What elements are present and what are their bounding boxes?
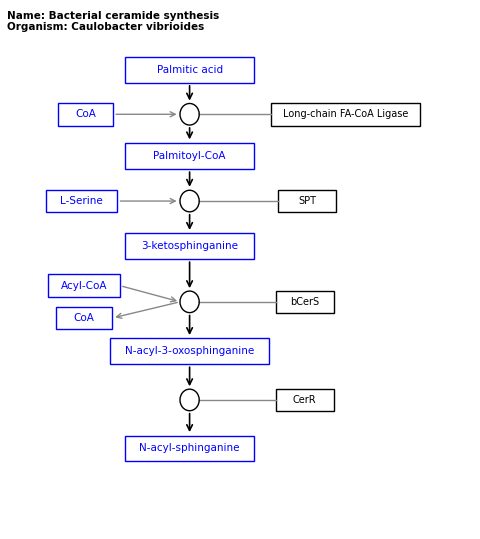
Text: N-acyl-3-oxosphinganine: N-acyl-3-oxosphinganine <box>125 347 254 356</box>
FancyBboxPatch shape <box>57 307 111 329</box>
FancyBboxPatch shape <box>110 338 269 364</box>
FancyBboxPatch shape <box>278 190 336 212</box>
FancyBboxPatch shape <box>48 274 120 297</box>
Text: Name: Bacterial ceramide synthesis: Name: Bacterial ceramide synthesis <box>7 11 219 21</box>
Text: Acyl-CoA: Acyl-CoA <box>61 281 107 291</box>
FancyBboxPatch shape <box>58 103 113 126</box>
FancyBboxPatch shape <box>125 57 254 83</box>
Text: 3-ketosphinganine: 3-ketosphinganine <box>141 241 238 251</box>
Text: CerR: CerR <box>293 395 317 405</box>
Text: SPT: SPT <box>298 196 316 206</box>
Text: Long-chain FA-CoA Ligase: Long-chain FA-CoA Ligase <box>283 109 408 119</box>
Text: Organism: Caulobacter vibrioides: Organism: Caulobacter vibrioides <box>7 22 204 32</box>
FancyBboxPatch shape <box>125 233 254 259</box>
FancyBboxPatch shape <box>46 190 117 212</box>
FancyBboxPatch shape <box>276 389 334 411</box>
Text: bCerS: bCerS <box>290 297 319 307</box>
Text: Palmitoyl-CoA: Palmitoyl-CoA <box>153 151 226 161</box>
Text: CoA: CoA <box>75 109 96 119</box>
Text: N-acyl-sphinganine: N-acyl-sphinganine <box>139 444 240 453</box>
FancyBboxPatch shape <box>271 103 420 126</box>
Text: Palmitic acid: Palmitic acid <box>156 65 223 75</box>
FancyBboxPatch shape <box>276 291 334 313</box>
Text: CoA: CoA <box>73 313 95 323</box>
FancyBboxPatch shape <box>125 143 254 169</box>
FancyBboxPatch shape <box>125 436 254 461</box>
Text: L-Serine: L-Serine <box>60 196 103 206</box>
